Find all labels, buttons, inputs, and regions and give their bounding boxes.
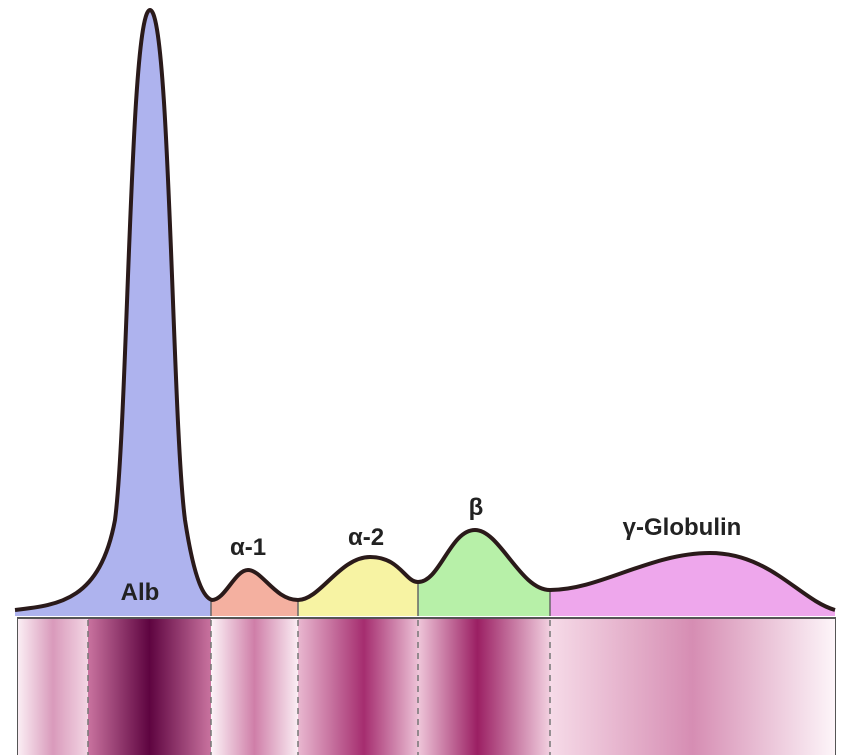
page: Alb α-1 α-2 β γ-Globulin (() => { const …: [0, 0, 849, 755]
alpha2-label: α-2: [348, 524, 384, 551]
albumin-label: Alb: [121, 579, 160, 606]
albumin-fill: [0, 0, 211, 620]
gamma-label: γ-Globulin: [623, 514, 742, 541]
alpha1-fill: [211, 0, 298, 620]
electrophoresis-diagram: Alb α-1 α-2 β γ-Globulin: [0, 0, 849, 755]
alpha1-label: α-1: [230, 534, 266, 561]
gel-strip: [18, 618, 835, 755]
beta-label: β: [469, 494, 484, 521]
beta-fill: [418, 0, 550, 620]
